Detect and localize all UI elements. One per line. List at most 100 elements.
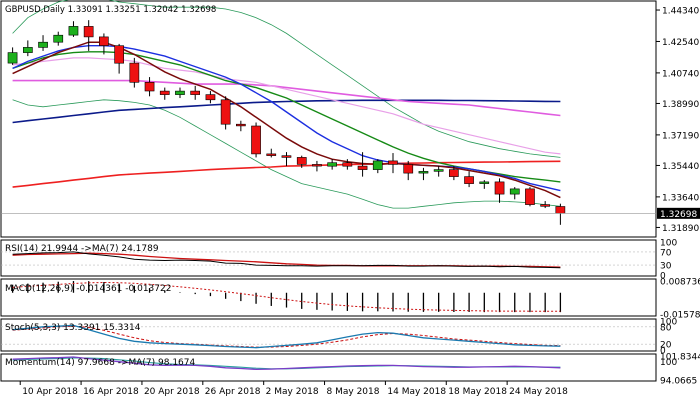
stoch-tick-label: 100 [660, 318, 677, 328]
candle-body [129, 62, 140, 83]
macd-panel-frame [0, 278, 657, 317]
time-axis: 10 Apr 2018 16 Apr 2018 20 Apr 2018 26 Apr … [19, 381, 568, 397]
macd-label: MACD(12,26,9) -0.014361 -0.013722 [5, 284, 171, 294]
main-panel-frame [0, 0, 657, 238]
stoch-tick-label: 80 [660, 323, 672, 333]
main-price-panel[interactable]: GBPUSD,Daily 1.33091 1.33251 1.32042 1.3… [0, 0, 700, 238]
macd-panel[interactable]: MACD(12,26,9) -0.014361 -0.013722 0.0087… [0, 278, 700, 321]
ma-magenta-line [12, 79, 561, 117]
macd-axis: 0.008736 -0.015789 [660, 278, 700, 321]
candle-body [159, 90, 170, 95]
price-tick-label: 1.31890 [662, 224, 699, 234]
ma-light-magenta-line [12, 57, 561, 155]
candle-body [372, 160, 383, 170]
bollinger-upper-band [12, 0, 561, 158]
ma-navy-line [12, 99, 561, 124]
price-tick-label: 1.44340 [662, 7, 699, 17]
candle-body [555, 206, 566, 214]
time-tick-label: 26 Apr 2018 [205, 387, 261, 397]
price-tick-label: 1.33640 [662, 193, 699, 203]
time-tick-label: 20 Apr 2018 [144, 387, 200, 397]
price-tick-label: 1.38990 [662, 100, 699, 110]
macd-lines [11, 281, 562, 313]
candle-body [175, 90, 185, 95]
candle-body [479, 181, 490, 184]
candle-body [433, 169, 444, 172]
price-axis: 1.44340 1.42540 1.40740 1.38990 1.37190 1.354… [656, 7, 699, 234]
price-tick-label: 1.37190 [662, 131, 699, 141]
candle-body [388, 160, 398, 165]
time-tick-label: 24 May 2018 [509, 387, 568, 397]
rsi-tick-label: 30 [660, 262, 672, 272]
time-tick-label: 14 May 2018 [387, 387, 446, 397]
candle-body [540, 204, 550, 207]
macd-tick-label: 0.008736 [660, 278, 700, 288]
candle-body [525, 188, 535, 205]
candlesticks [7, 20, 566, 225]
time-tick-label: 16 Apr 2018 [83, 387, 139, 397]
rsi-label: RSI(14) 21.9944 ->MA(7) 24.1789 [5, 244, 159, 254]
candle-body [266, 153, 277, 156]
candle-body [68, 26, 79, 36]
candle-body [22, 47, 33, 53]
candle-body [509, 188, 520, 195]
candle-body [403, 164, 414, 174]
candle-body [220, 99, 231, 125]
svg-text:1.32698: 1.32698 [660, 210, 697, 220]
rsi-line [12, 251, 561, 269]
candle-body [357, 165, 368, 170]
time-tick-label: 18 May 2018 [448, 387, 507, 397]
candle-body [464, 176, 474, 184]
candle-body [342, 162, 353, 167]
candle-body [190, 90, 201, 95]
rsi-tick-label: 70 [660, 248, 672, 258]
time-tick-label: 8 May 2018 [327, 387, 380, 397]
momentum-tick-label: 101.8344 [660, 353, 700, 363]
main-panel-title: GBPUSD,Daily 1.33091 1.33251 1.32042 1.3… [5, 5, 216, 15]
price-tick-label: 1.35440 [662, 162, 699, 172]
candle-body [38, 41, 48, 48]
candle-body [251, 125, 261, 155]
stoch-signal-line [12, 325, 561, 348]
price-tick-label: 1.40740 [662, 69, 699, 79]
price-tick-label: 1.42540 [662, 38, 699, 48]
candle-body [312, 164, 322, 167]
momentum-lines [12, 356, 561, 371]
bollinger-lower-band [12, 99, 561, 209]
bollinger-bands [12, 0, 561, 209]
rsi-panel-frame [0, 239, 657, 277]
candle-body [114, 45, 124, 64]
candle-body [327, 162, 338, 167]
stoch-main-line [12, 324, 561, 349]
stoch-lines [1, 324, 656, 349]
candle-body [418, 171, 429, 174]
rsi-tick-label: 100 [660, 239, 677, 249]
stoch-label: Stoch(5,3,3) 13.3391 15.3314 [5, 323, 141, 333]
stoch-tick-label: 20 [660, 341, 672, 351]
rsi-tick-label: 0 [660, 272, 666, 282]
candle-body [83, 26, 94, 38]
candle-body [99, 36, 109, 46]
candle-body [144, 82, 155, 92]
momentum-panel[interactable]: Momentum(14) 97.9668 ->MA(7) 98.1674 101… [0, 353, 700, 387]
momentum-label: Momentum(14) 97.9668 ->MA(7) 98.1674 [5, 358, 196, 368]
macd-tick-label: -0.015789 [660, 311, 700, 321]
candle-body [205, 94, 216, 101]
stoch-tick-label: 0 [660, 347, 666, 357]
candle-body [296, 157, 307, 165]
candle-body [236, 123, 246, 127]
rsi-lines [1, 251, 656, 269]
momentum-tick-label: 94.0665 [660, 377, 697, 387]
candle-body [494, 181, 505, 195]
time-tick-label: 2 May 2018 [266, 387, 319, 397]
candle-body [7, 52, 18, 64]
candle-body [53, 34, 64, 43]
candle-body [281, 155, 292, 158]
momentum-tick-label: 100 [660, 358, 677, 368]
